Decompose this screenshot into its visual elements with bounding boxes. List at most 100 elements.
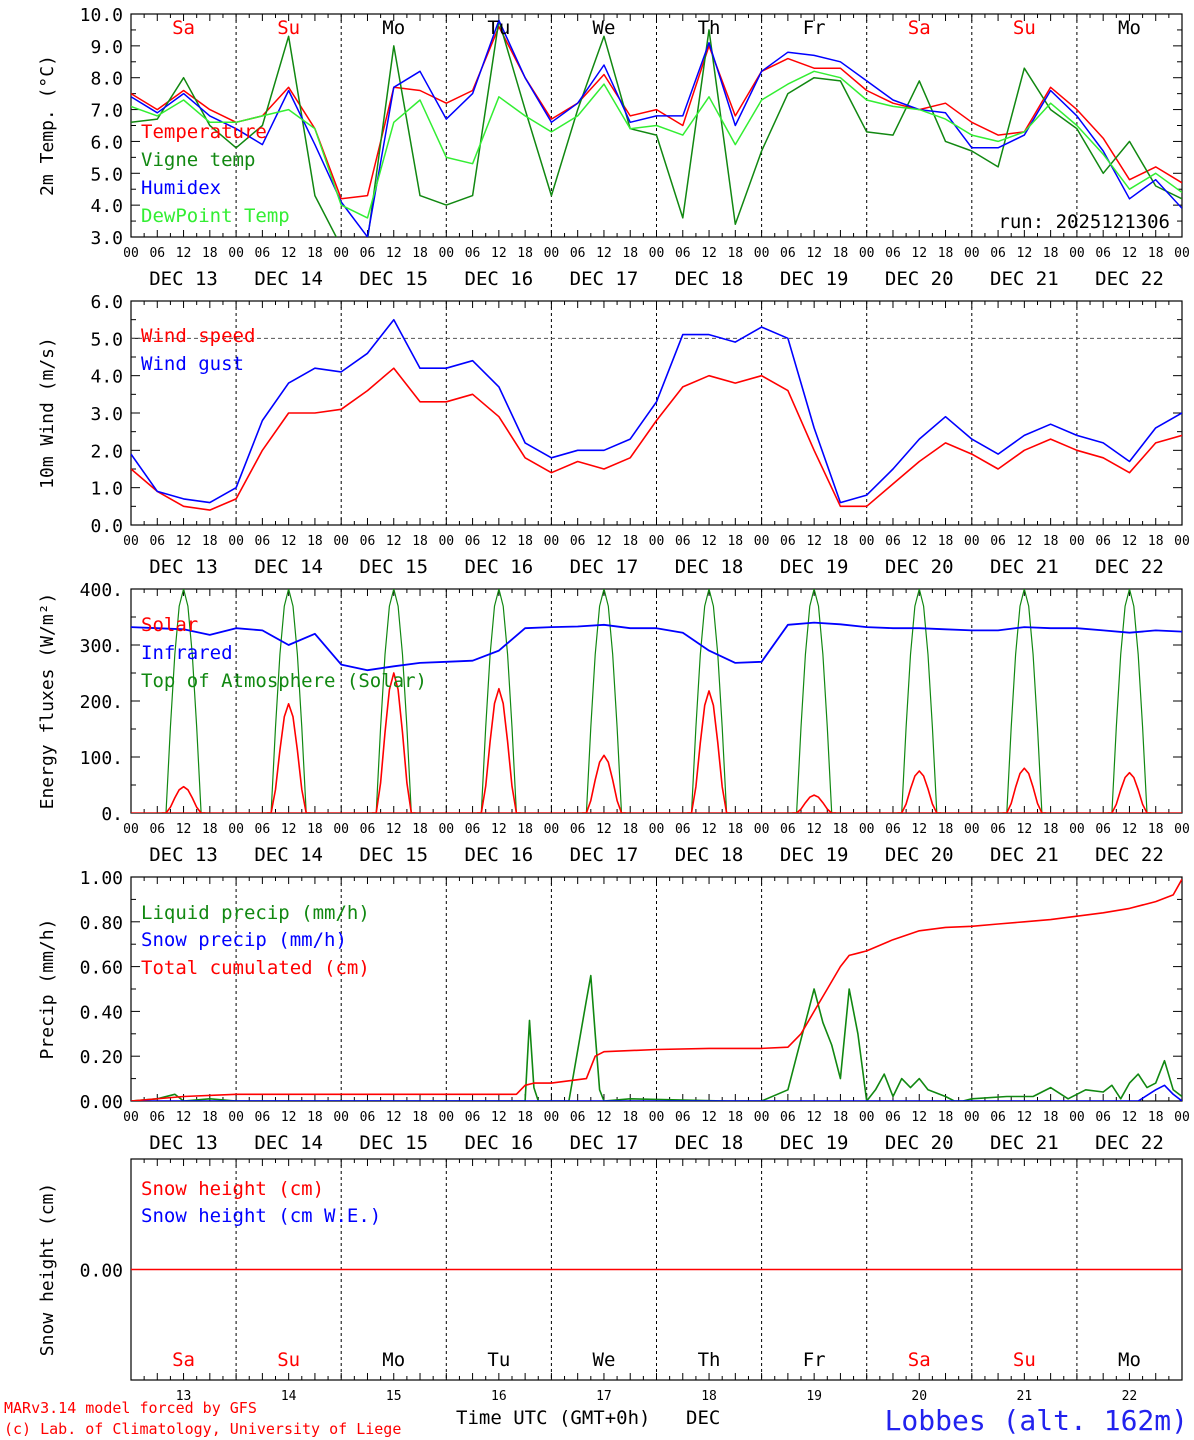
date-label: DEC 15 xyxy=(359,556,428,578)
hour-label: 06 xyxy=(360,1110,376,1125)
solar-line xyxy=(1107,771,1152,813)
copyright-credit: (c) Lab. of Climatology, University of L… xyxy=(4,1420,401,1438)
hour-label: 00 xyxy=(859,246,875,261)
weekday-label: We xyxy=(593,1349,616,1371)
hour-label: 18 xyxy=(202,822,218,837)
hour-label: 12 xyxy=(176,1110,192,1125)
hour-label: 18 xyxy=(307,1110,323,1125)
hour-label: 12 xyxy=(1122,246,1138,261)
hour-label: 12 xyxy=(491,822,507,837)
hour-label: 00 xyxy=(438,534,454,549)
date-label: DEC 21 xyxy=(990,556,1059,578)
date-label: DEC 19 xyxy=(780,844,849,866)
weekday-label: Mo xyxy=(382,1349,405,1371)
hour-label: 12 xyxy=(911,1110,927,1125)
day-number-label: 17 xyxy=(596,1389,612,1404)
date-label: DEC 16 xyxy=(465,844,534,866)
hour-label: 12 xyxy=(596,1110,612,1125)
y-tick-label: 0.20 xyxy=(80,1047,123,1068)
model-credit: MARv3.14 model forced by GFS xyxy=(4,1399,257,1417)
date-label: DEC 20 xyxy=(885,268,954,290)
hour-label: 00 xyxy=(754,1110,770,1125)
hour-label: 12 xyxy=(281,1110,297,1125)
day-number-label: 18 xyxy=(701,1389,717,1404)
hour-label: 00 xyxy=(859,534,875,549)
hour-label: 12 xyxy=(701,1110,717,1125)
legend-entry: Wind gust xyxy=(141,353,244,375)
hour-label: 00 xyxy=(1174,534,1190,549)
hour-label: 18 xyxy=(412,534,428,549)
hour-label: 18 xyxy=(622,822,638,837)
y-axis-label: 2m Temp. (°C) xyxy=(37,55,58,196)
hour-label: 12 xyxy=(281,246,297,261)
solar-line xyxy=(792,794,836,813)
hour-label: 06 xyxy=(780,534,796,549)
hour-label: 00 xyxy=(544,246,560,261)
hour-label: 00 xyxy=(333,534,349,549)
date-label: DEC 13 xyxy=(149,844,218,866)
hour-label: 06 xyxy=(780,822,796,837)
hour-label: 00 xyxy=(544,534,560,549)
hour-label: 00 xyxy=(1174,1110,1190,1125)
hour-label: 12 xyxy=(1122,1110,1138,1125)
date-label: DEC 21 xyxy=(990,844,1059,866)
dewpoint-temp-line xyxy=(131,70,1182,219)
y-tick-label: 0.80 xyxy=(80,913,123,934)
day-number-label: 22 xyxy=(1122,1389,1138,1404)
hour-label: 18 xyxy=(517,1110,533,1125)
hour-label: 18 xyxy=(412,246,428,261)
hour-label: 18 xyxy=(938,246,954,261)
toa-solar-line xyxy=(682,589,736,813)
date-label: DEC 14 xyxy=(254,268,323,290)
weekday-label: Su xyxy=(1013,17,1036,39)
hour-label: 18 xyxy=(833,246,849,261)
legend-entry: Total cumulated (cm) xyxy=(141,957,370,979)
y-tick-label: 6.0 xyxy=(90,132,123,153)
hour-label: 00 xyxy=(544,1110,560,1125)
hour-label: 00 xyxy=(754,822,770,837)
hour-label: 18 xyxy=(412,1110,428,1125)
y-tick-label: 200. xyxy=(80,692,123,713)
solar-line xyxy=(266,702,311,813)
hour-label: 06 xyxy=(255,534,271,549)
date-label: DEC 20 xyxy=(885,844,954,866)
hour-label: 06 xyxy=(255,1110,271,1125)
hour-label: 06 xyxy=(990,246,1006,261)
hour-label: 00 xyxy=(1069,534,1085,549)
hour-label: 18 xyxy=(1148,246,1164,261)
legend-entry: Temperature xyxy=(141,121,267,143)
hour-label: 18 xyxy=(727,822,743,837)
hour-label: 18 xyxy=(517,822,533,837)
hour-label: 12 xyxy=(806,246,822,261)
hour-label: 12 xyxy=(806,1110,822,1125)
hour-label: 06 xyxy=(780,246,796,261)
hour-label: 00 xyxy=(228,1110,244,1125)
legend-entry: Humidex xyxy=(141,177,221,199)
station-name: Lobbes (alt. 162m) xyxy=(885,1404,1188,1437)
hour-label: 00 xyxy=(333,1110,349,1125)
day-number-label: 16 xyxy=(491,1389,507,1404)
day-number-label: 21 xyxy=(1017,1389,1033,1404)
series-group xyxy=(131,589,1182,813)
hour-label: 06 xyxy=(1095,1110,1111,1125)
hour-label: 12 xyxy=(596,246,612,261)
date-label: DEC 15 xyxy=(359,844,428,866)
hour-label: 12 xyxy=(491,246,507,261)
hour-label: 18 xyxy=(1148,534,1164,549)
date-label: DEC 17 xyxy=(570,556,639,578)
hour-label: 06 xyxy=(990,822,1006,837)
hour-label: 12 xyxy=(911,534,927,549)
hour-label: 18 xyxy=(1043,822,1059,837)
panel-snow: 0.00 Snow height (cm) Snow height (cm) Snow… xyxy=(37,1158,1183,1404)
hour-label: 12 xyxy=(1017,534,1033,549)
date-label: DEC 16 xyxy=(465,556,534,578)
hour-label: 06 xyxy=(780,1110,796,1125)
humidex-line xyxy=(131,19,1182,237)
hour-label: 00 xyxy=(649,246,665,261)
hour-label: 12 xyxy=(386,1110,402,1125)
hour-label: 00 xyxy=(649,1110,665,1125)
hour-label: 00 xyxy=(964,246,980,261)
hour-label: 00 xyxy=(544,822,560,837)
hour-label: 06 xyxy=(1095,534,1111,549)
date-label: DEC 22 xyxy=(1095,268,1164,290)
